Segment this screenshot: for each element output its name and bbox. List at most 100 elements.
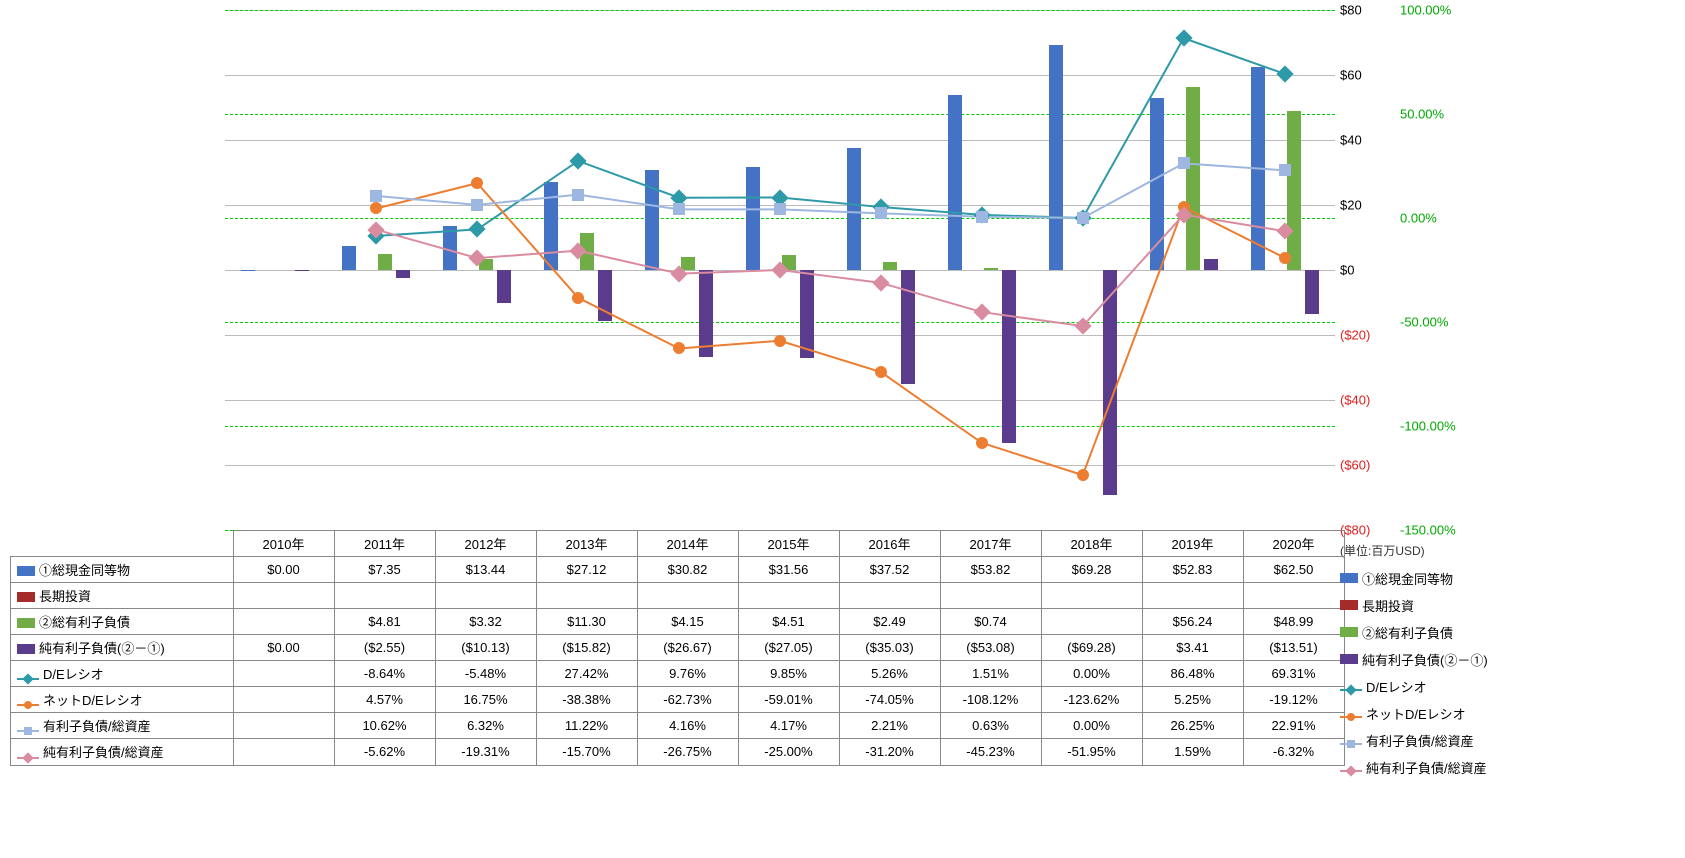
data-cell bbox=[334, 583, 435, 609]
data-cell: $11.30 bbox=[536, 609, 637, 635]
data-cell: $62.50 bbox=[1243, 557, 1344, 583]
data-cell: 9.85% bbox=[738, 661, 839, 687]
data-cell: $0.00 bbox=[233, 635, 334, 661]
data-cell: 22.91% bbox=[1243, 713, 1344, 739]
marker-dta bbox=[1279, 164, 1291, 176]
data-cell: 2.21% bbox=[839, 713, 940, 739]
row-header: ②総有利子負債 bbox=[11, 609, 234, 635]
data-cell: -5.48% bbox=[435, 661, 536, 687]
data-cell bbox=[1041, 583, 1142, 609]
data-cell bbox=[637, 583, 738, 609]
right-legend: ①総現金同等物長期投資②総有利子負債純有利子負債(②－①)D/EレシオネットD/… bbox=[1340, 565, 1488, 781]
legend-item: 長期投資 bbox=[1340, 592, 1488, 619]
data-cell: -26.75% bbox=[637, 739, 738, 765]
line-netde bbox=[376, 183, 1284, 475]
year-header: 2013年 bbox=[536, 531, 637, 557]
data-cell bbox=[1243, 583, 1344, 609]
data-cell: 4.57% bbox=[334, 687, 435, 713]
data-cell bbox=[233, 713, 334, 739]
data-cell: 26.25% bbox=[1142, 713, 1243, 739]
legend-item: 純有利子負債/総資産 bbox=[1340, 754, 1488, 781]
data-cell: 0.63% bbox=[940, 713, 1041, 739]
legend-item: D/Eレシオ bbox=[1340, 673, 1488, 700]
legend-item: 純有利子負債(②－①) bbox=[1340, 646, 1488, 673]
data-cell: 5.26% bbox=[839, 661, 940, 687]
data-cell: $56.24 bbox=[1142, 609, 1243, 635]
data-cell bbox=[940, 583, 1041, 609]
legend-item: ②総有利子負債 bbox=[1340, 619, 1488, 646]
marker-dta bbox=[774, 203, 786, 215]
data-cell: 1.51% bbox=[940, 661, 1041, 687]
data-cell: 10.62% bbox=[334, 713, 435, 739]
data-cell: -6.32% bbox=[1243, 739, 1344, 765]
data-cell: 11.22% bbox=[536, 713, 637, 739]
data-cell: ($35.03) bbox=[839, 635, 940, 661]
data-cell: -38.38% bbox=[536, 687, 637, 713]
year-header: 2020年 bbox=[1243, 531, 1344, 557]
row-header: 長期投資 bbox=[11, 583, 234, 609]
data-cell: $4.51 bbox=[738, 609, 839, 635]
data-cell: $0.00 bbox=[233, 557, 334, 583]
line-de bbox=[376, 38, 1284, 236]
data-cell: ($2.55) bbox=[334, 635, 435, 661]
data-cell: 16.75% bbox=[435, 687, 536, 713]
data-cell: 4.16% bbox=[637, 713, 738, 739]
marker-netde bbox=[673, 342, 685, 354]
data-cell: 9.76% bbox=[637, 661, 738, 687]
year-header: 2016年 bbox=[839, 531, 940, 557]
data-cell: -19.12% bbox=[1243, 687, 1344, 713]
marker-dta bbox=[370, 190, 382, 202]
year-header: 2018年 bbox=[1041, 531, 1142, 557]
unit-label: (単位:百万USD) bbox=[1340, 542, 1425, 559]
data-cell: 0.00% bbox=[1041, 661, 1142, 687]
data-cell: 1.59% bbox=[1142, 739, 1243, 765]
line-dta bbox=[376, 163, 1284, 218]
data-cell: -25.00% bbox=[738, 739, 839, 765]
row-header: ①総現金同等物 bbox=[11, 557, 234, 583]
data-cell: $53.82 bbox=[940, 557, 1041, 583]
data-cell bbox=[233, 583, 334, 609]
data-cell: ($15.82) bbox=[536, 635, 637, 661]
data-cell: -59.01% bbox=[738, 687, 839, 713]
data-cell: -15.70% bbox=[536, 739, 637, 765]
data-cell: $48.99 bbox=[1243, 609, 1344, 635]
year-header: 2014年 bbox=[637, 531, 738, 557]
year-header: 2012年 bbox=[435, 531, 536, 557]
data-cell: ($27.05) bbox=[738, 635, 839, 661]
marker-dta bbox=[673, 203, 685, 215]
line-ndta bbox=[376, 215, 1284, 326]
data-cell: ($53.08) bbox=[940, 635, 1041, 661]
year-header: 2019年 bbox=[1142, 531, 1243, 557]
row-header: 有利子負債/総資産 bbox=[11, 713, 234, 739]
data-cell: $7.35 bbox=[334, 557, 435, 583]
data-cell bbox=[738, 583, 839, 609]
data-cell: 69.31% bbox=[1243, 661, 1344, 687]
year-header: 2010年 bbox=[233, 531, 334, 557]
marker-dta bbox=[1178, 157, 1190, 169]
data-cell: $3.32 bbox=[435, 609, 536, 635]
data-cell: 86.48% bbox=[1142, 661, 1243, 687]
data-cell: $30.82 bbox=[637, 557, 738, 583]
row-header: ネットD/Eレシオ bbox=[11, 687, 234, 713]
data-cell: $2.49 bbox=[839, 609, 940, 635]
data-cell: $31.56 bbox=[738, 557, 839, 583]
year-header: 2015年 bbox=[738, 531, 839, 557]
row-header: 純有利子負債/総資産 bbox=[11, 739, 234, 765]
y1-axis: $80$60$40$20$0($20)($40)($60)($80) bbox=[1340, 10, 1390, 530]
data-cell: ($13.51) bbox=[1243, 635, 1344, 661]
data-cell: 5.25% bbox=[1142, 687, 1243, 713]
year-header: 2017年 bbox=[940, 531, 1041, 557]
marker-netde bbox=[1077, 469, 1089, 481]
legend-item: 有利子負債/総資産 bbox=[1340, 727, 1488, 754]
data-cell bbox=[1041, 609, 1142, 635]
y2-axis: 100.00%50.00%0.00%-50.00%-100.00%-150.00… bbox=[1400, 10, 1480, 530]
data-cell: -51.95% bbox=[1041, 739, 1142, 765]
chart-container: $80$60$40$20$0($20)($40)($60)($80) 100.0… bbox=[10, 10, 1675, 848]
data-cell: $4.15 bbox=[637, 609, 738, 635]
marker-dta bbox=[471, 199, 483, 211]
marker-dta bbox=[572, 189, 584, 201]
marker-dta bbox=[1077, 212, 1089, 224]
data-cell: $3.41 bbox=[1142, 635, 1243, 661]
marker-dta bbox=[976, 211, 988, 223]
data-cell bbox=[435, 583, 536, 609]
